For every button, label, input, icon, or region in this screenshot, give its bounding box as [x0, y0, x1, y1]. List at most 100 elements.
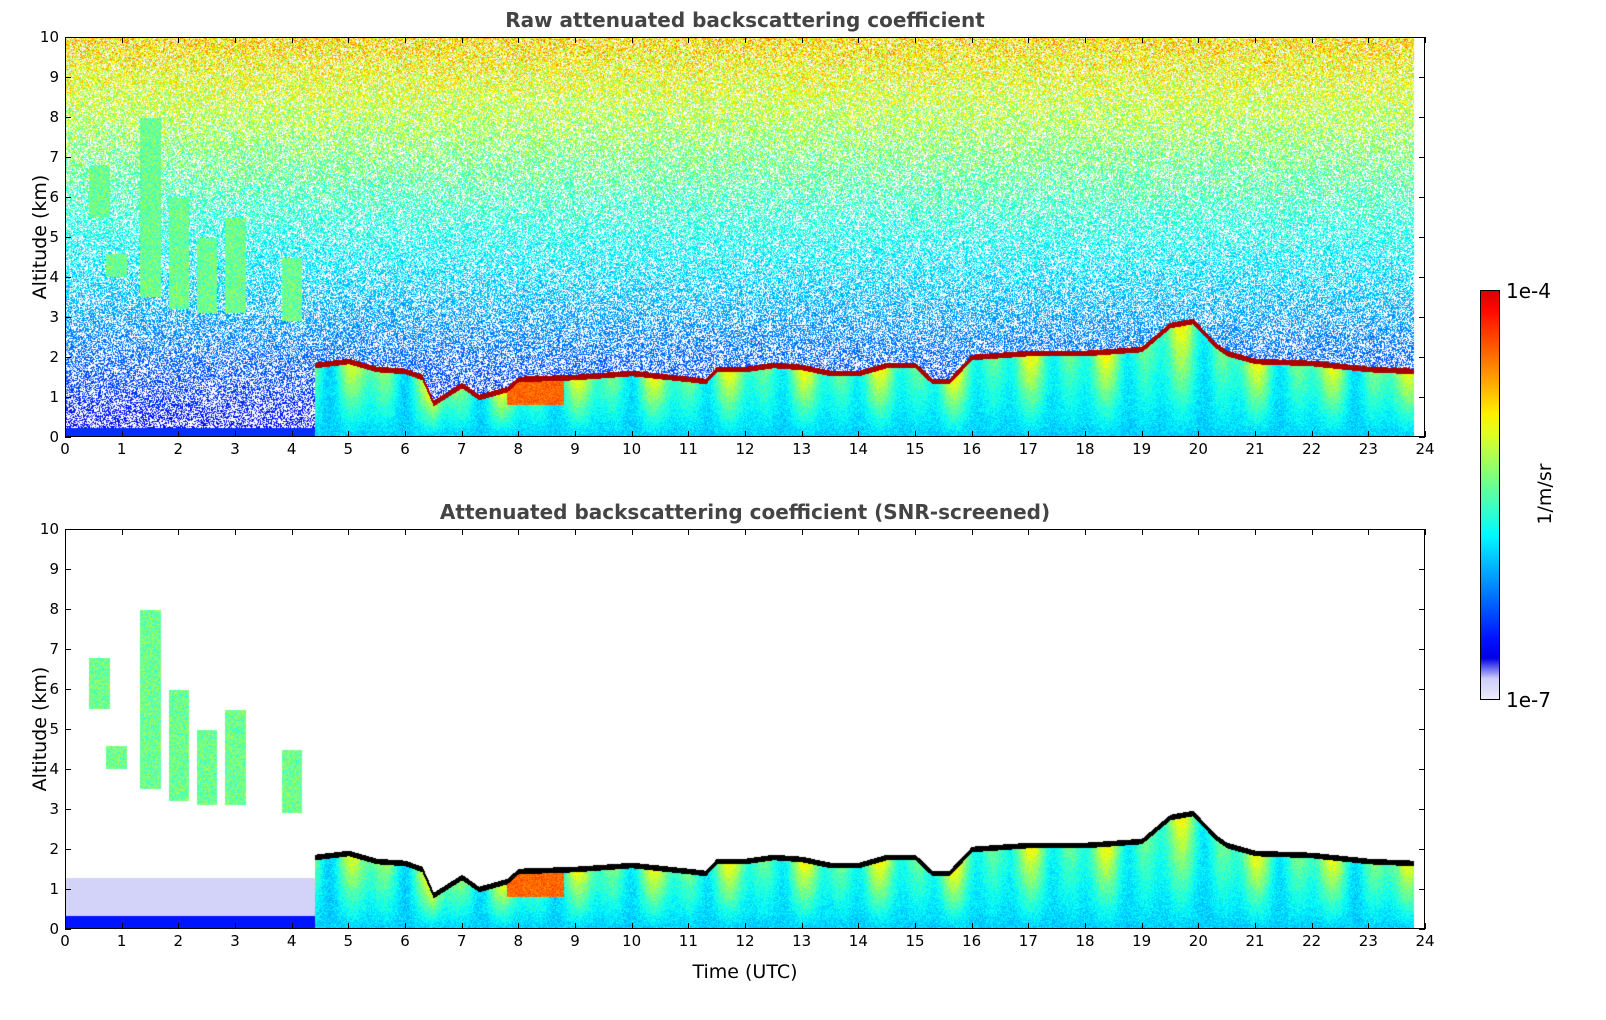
- y-tick-mark: [1419, 277, 1425, 278]
- y-tick-mark: [1419, 157, 1425, 158]
- x-tick-mark: [858, 529, 860, 535]
- x-tick-label: 23: [1358, 440, 1378, 458]
- x-tick-mark: [1368, 923, 1370, 929]
- y-tick-label: 7: [49, 640, 59, 658]
- x-tick-label: 3: [230, 440, 240, 458]
- y-tick-mark: [65, 37, 71, 38]
- x-tick-mark: [235, 923, 236, 929]
- y-tick-mark: [1419, 649, 1425, 650]
- x-tick-mark: [1255, 923, 1256, 929]
- y-tick-mark: [65, 769, 71, 770]
- y-tick-mark: [65, 689, 71, 690]
- x-tick-label: 16: [962, 932, 982, 950]
- x-tick-label: 17: [1018, 932, 1038, 950]
- x-tick-mark: [575, 37, 576, 43]
- x-tick-mark: [65, 37, 66, 43]
- x-tick-mark: [1425, 923, 1426, 929]
- y-tick-label: 0: [49, 920, 59, 938]
- colorbar-unit-label: 1/m/sr: [1534, 463, 1556, 525]
- y-tick-label: 3: [49, 308, 59, 326]
- x-tick-mark: [915, 529, 916, 535]
- x-tick-label: 12: [735, 932, 755, 950]
- x-tick-label: 10: [622, 440, 642, 458]
- y-tick-mark: [1419, 397, 1425, 398]
- x-tick-mark: [178, 923, 180, 929]
- y-tick-label: 0: [49, 428, 59, 446]
- x-tick-mark: [1311, 37, 1313, 43]
- x-tick-mark: [688, 529, 690, 535]
- x-tick-mark: [178, 529, 180, 535]
- y-tick-mark: [1419, 357, 1425, 358]
- x-tick-mark: [348, 923, 350, 929]
- x-tick-label: 21: [1245, 932, 1265, 950]
- x-tick-mark: [915, 923, 916, 929]
- y-tick-mark: [65, 569, 71, 570]
- x-tick-mark: [631, 529, 633, 535]
- y-tick-mark: [65, 889, 71, 890]
- x-tick-mark: [1141, 923, 1143, 929]
- x-tick-mark: [235, 37, 236, 43]
- x-tick-label: 19: [1132, 932, 1152, 950]
- x-tick-label: 5: [343, 440, 354, 458]
- x-tick-mark: [291, 529, 293, 535]
- y-tick-mark: [1419, 317, 1425, 318]
- colorbar: [1480, 290, 1500, 700]
- y-tick-label: 9: [49, 68, 59, 86]
- y-tick-mark: [1419, 849, 1425, 850]
- y-tick-mark: [65, 357, 71, 358]
- y-tick-mark: [1419, 889, 1425, 890]
- y-tick-mark: [1419, 117, 1425, 118]
- x-tick-mark: [801, 923, 803, 929]
- y-tick-label: 1: [49, 388, 59, 406]
- x-tick-label: 8: [513, 440, 524, 458]
- x-tick-mark: [405, 37, 406, 43]
- x-tick-mark: [1425, 529, 1426, 535]
- x-tick-label: 12: [735, 440, 755, 458]
- x-tick-mark: [1085, 37, 1086, 43]
- x-tick-mark: [291, 923, 293, 929]
- x-tick-mark: [1368, 529, 1370, 535]
- y-tick-label: 2: [49, 840, 59, 858]
- x-tick-mark: [1311, 923, 1313, 929]
- x-tick-mark: [745, 37, 746, 43]
- x-tick-mark: [405, 923, 406, 929]
- x-tick-mark: [405, 431, 406, 437]
- y-tick-label: 9: [49, 560, 59, 578]
- x-tick-mark: [1085, 431, 1086, 437]
- x-tick-mark: [65, 529, 66, 535]
- x-tick-mark: [971, 923, 973, 929]
- x-tick-mark: [1368, 431, 1370, 437]
- x-tick-mark: [518, 529, 520, 535]
- colorbar-max-label: 1e-4: [1506, 279, 1551, 303]
- x-tick-mark: [1141, 37, 1143, 43]
- x-tick-mark: [1425, 431, 1426, 437]
- y-tick-label: 10: [39, 28, 59, 46]
- x-tick-mark: [575, 923, 576, 929]
- x-tick-label: 23: [1358, 932, 1378, 950]
- y-tick-mark: [65, 397, 71, 398]
- x-tick-label: 15: [905, 440, 925, 458]
- x-tick-mark: [518, 37, 520, 43]
- x-tick-label: 19: [1132, 440, 1152, 458]
- x-tick-mark: [178, 37, 180, 43]
- x-tick-mark: [631, 431, 633, 437]
- bottom-chart-title: Attenuated backscattering coefficient (S…: [439, 500, 1051, 524]
- x-tick-mark: [461, 923, 463, 929]
- x-tick-mark: [971, 431, 973, 437]
- y-tick-label: 7: [49, 148, 59, 166]
- y-tick-mark: [65, 849, 71, 850]
- y-tick-mark: [1419, 929, 1425, 930]
- x-tick-mark: [461, 431, 463, 437]
- y-tick-mark: [1419, 37, 1425, 38]
- x-tick-label: 16: [962, 440, 982, 458]
- x-tick-label: 7: [456, 932, 467, 950]
- x-tick-mark: [1085, 529, 1086, 535]
- x-tick-label: 15: [905, 932, 925, 950]
- x-tick-label: 24: [1415, 932, 1435, 950]
- x-tick-mark: [348, 37, 350, 43]
- x-tick-label: 14: [848, 440, 868, 458]
- x-tick-label: 21: [1245, 440, 1265, 458]
- y-tick-mark: [1419, 569, 1425, 570]
- x-tick-mark: [1141, 431, 1143, 437]
- y-tick-mark: [1419, 729, 1425, 730]
